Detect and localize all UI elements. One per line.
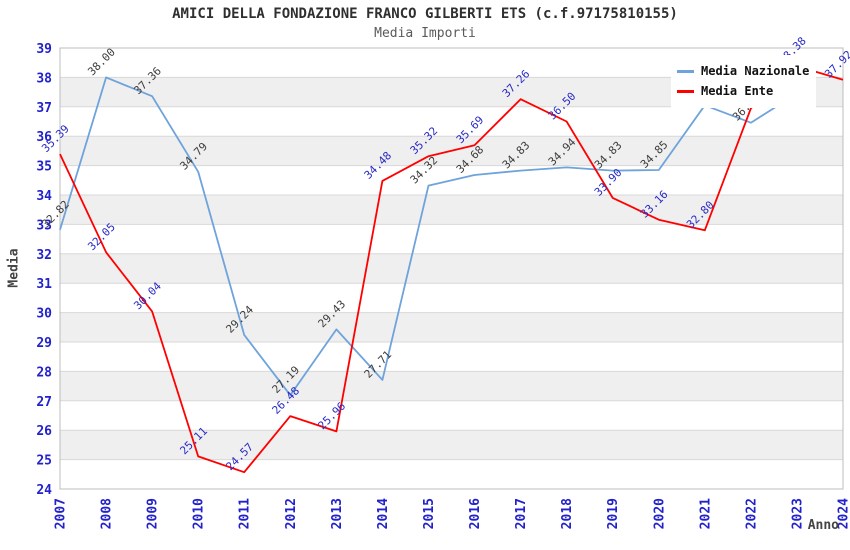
plot-band (60, 371, 843, 401)
x-tick-label: 2008 (100, 498, 115, 529)
series-line-media-nazionale (59, 76, 798, 397)
x-tick-label: 2018 (560, 498, 575, 529)
plot-band (60, 253, 843, 284)
x-tick-label: 2019 (606, 498, 621, 529)
x-tick-label: 2021 (698, 498, 713, 529)
y-tick-label: 28 (36, 365, 52, 380)
plot-band (60, 312, 843, 342)
plot-border (59, 47, 844, 490)
plot-band (60, 195, 843, 225)
x-tick-label: 2011 (238, 498, 253, 529)
x-tick-label: 2013 (330, 498, 345, 529)
y-tick-label: 31 (36, 277, 52, 292)
y-tick-label: 39 (36, 42, 52, 57)
legend-label: Media Ente (701, 84, 774, 98)
legend-item-media-nazionale: Media Nazionale (677, 61, 809, 81)
plot-band (60, 459, 843, 489)
x-tick-label: 2015 (422, 498, 437, 529)
y-tick-label: 35 (36, 160, 52, 175)
chart-subtitle: Media Importi (374, 26, 476, 41)
plot-band (60, 106, 843, 137)
x-tick-label: 2023 (790, 498, 805, 529)
y-tick-label: 26 (36, 424, 52, 439)
x-tick-label: 2020 (652, 498, 667, 529)
y-tick-label: 37 (36, 101, 52, 116)
plot-band (60, 224, 843, 254)
x-tick-label: 2017 (514, 498, 529, 529)
y-tick-label: 38 (36, 71, 52, 86)
y-tick-label: 27 (36, 395, 52, 410)
x-tick-label: 2010 (192, 498, 207, 529)
x-tick-label: 2014 (376, 498, 391, 529)
chart-legend: Media Nazionale Media Ente (671, 55, 817, 108)
y-tick-label: 24 (36, 483, 52, 498)
y-tick-label: 36 (36, 130, 52, 145)
plot-band (60, 283, 843, 313)
x-tick-label: 2022 (744, 498, 759, 529)
y-tick-label: 29 (36, 336, 52, 351)
y-tick-label: 34 (36, 189, 52, 204)
x-tick-label: 2009 (146, 498, 161, 529)
x-tick-label: 2007 (54, 498, 69, 529)
series-line-media-ente (59, 65, 844, 474)
legend-line-swatch-blue-icon (677, 69, 694, 73)
y-tick-label: 32 (36, 248, 52, 263)
plot-band (60, 400, 843, 431)
y-tick-label: 25 (36, 454, 52, 469)
y-tick-label: 33 (36, 218, 52, 233)
plot-band (60, 430, 843, 460)
y-axis-title: Media (6, 248, 22, 288)
legend-label: Media Nazionale (701, 64, 810, 78)
legend-line-swatch-red-icon (677, 89, 694, 93)
x-axis-title: Anno (807, 518, 839, 533)
plot-band (60, 342, 843, 372)
x-tick-label: 2012 (284, 498, 299, 529)
legend-item-media-ente: Media Ente (677, 81, 809, 101)
x-tick-label: 2016 (468, 498, 483, 529)
chart-title: AMICI DELLA FONDAZIONE FRANCO GILBERTI E… (172, 6, 678, 22)
x-tick-label: 2024 (837, 498, 850, 529)
y-tick-label: 30 (36, 307, 52, 322)
